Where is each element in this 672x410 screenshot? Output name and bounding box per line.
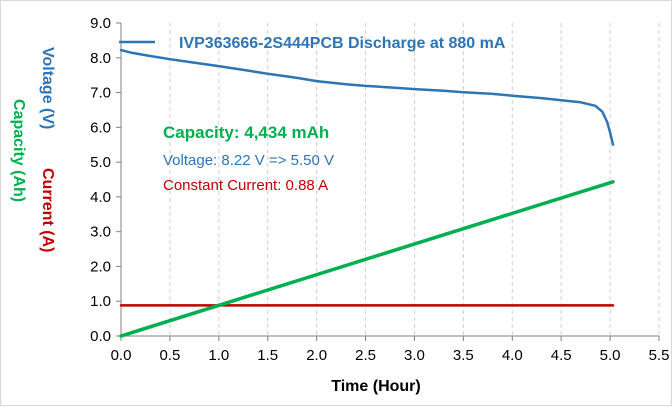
- legend: IVP363666-2S444PCB Discharge at 880 mA: [119, 35, 506, 52]
- x-tick-label: 3.0: [404, 347, 425, 364]
- x-tick-label: 4.5: [551, 347, 572, 364]
- y-axis-title-current: Current (A): [39, 168, 56, 252]
- x-tick-label: 0.5: [159, 347, 180, 364]
- x-axis-title: Time (Hour): [331, 378, 420, 395]
- y-tick-label: 6.0: [90, 119, 111, 136]
- voltage-line: [119, 48, 615, 146]
- y-tick-label: 5.0: [90, 154, 111, 171]
- y-axis-titles: Voltage (V) Capacity (Ah) Current (A): [10, 47, 56, 252]
- x-tick-label: 4.0: [502, 347, 523, 364]
- annotation-capacity: Capacity: 4,434 mAh: [163, 123, 329, 142]
- y-tick-label: 4.0: [90, 189, 111, 206]
- y-tick-label: 3.0: [90, 224, 111, 241]
- x-tick-label: 1.0: [208, 347, 229, 364]
- x-tick-label: 0.0: [111, 347, 132, 364]
- y-tick-label: 9.0: [90, 15, 111, 32]
- y-tick-label: 8.0: [90, 50, 111, 67]
- x-tick-label: 5.5: [649, 347, 670, 364]
- x-tick-label: 5.0: [600, 347, 621, 364]
- y-tick-label: 2.0: [90, 258, 111, 275]
- y-tick-label: 1.0: [90, 293, 111, 310]
- x-tick-label: 3.5: [453, 347, 474, 364]
- x-tick-label: 2.0: [306, 347, 327, 364]
- x-tick-labels: 0.0 0.5 1.0 1.5 2.0 2.5 3.0 3.5 4.0 4.5 5.0 5.5: [111, 347, 670, 364]
- y-tick-labels: 0.0 1.0 2.0 3.0 4.0 5.0 6.0 7.0 8.0 9.0: [90, 15, 111, 345]
- series-lines: [119, 48, 615, 338]
- capacity-line: [119, 180, 615, 338]
- x-tick-label: 2.5: [355, 347, 376, 364]
- legend-label: IVP363666-2S444PCB Discharge at 880 mA: [179, 35, 506, 52]
- y-tick-label: 7.0: [90, 85, 111, 102]
- x-tick-label: 1.5: [257, 347, 278, 364]
- y-tick-label: 0.0: [90, 328, 111, 345]
- annotations: Capacity: 4,434 mAh Voltage: 8.22 V => 5…: [163, 123, 334, 194]
- grid-lines: [169, 23, 660, 336]
- y-axis-title-voltage: Voltage (V): [39, 47, 56, 129]
- annotation-voltage: Voltage: 8.22 V => 5.50 V: [163, 152, 334, 169]
- annotation-current: Constant Current: 0.88 A: [163, 177, 328, 194]
- y-axis-title-capacity: Capacity (Ah): [10, 99, 27, 202]
